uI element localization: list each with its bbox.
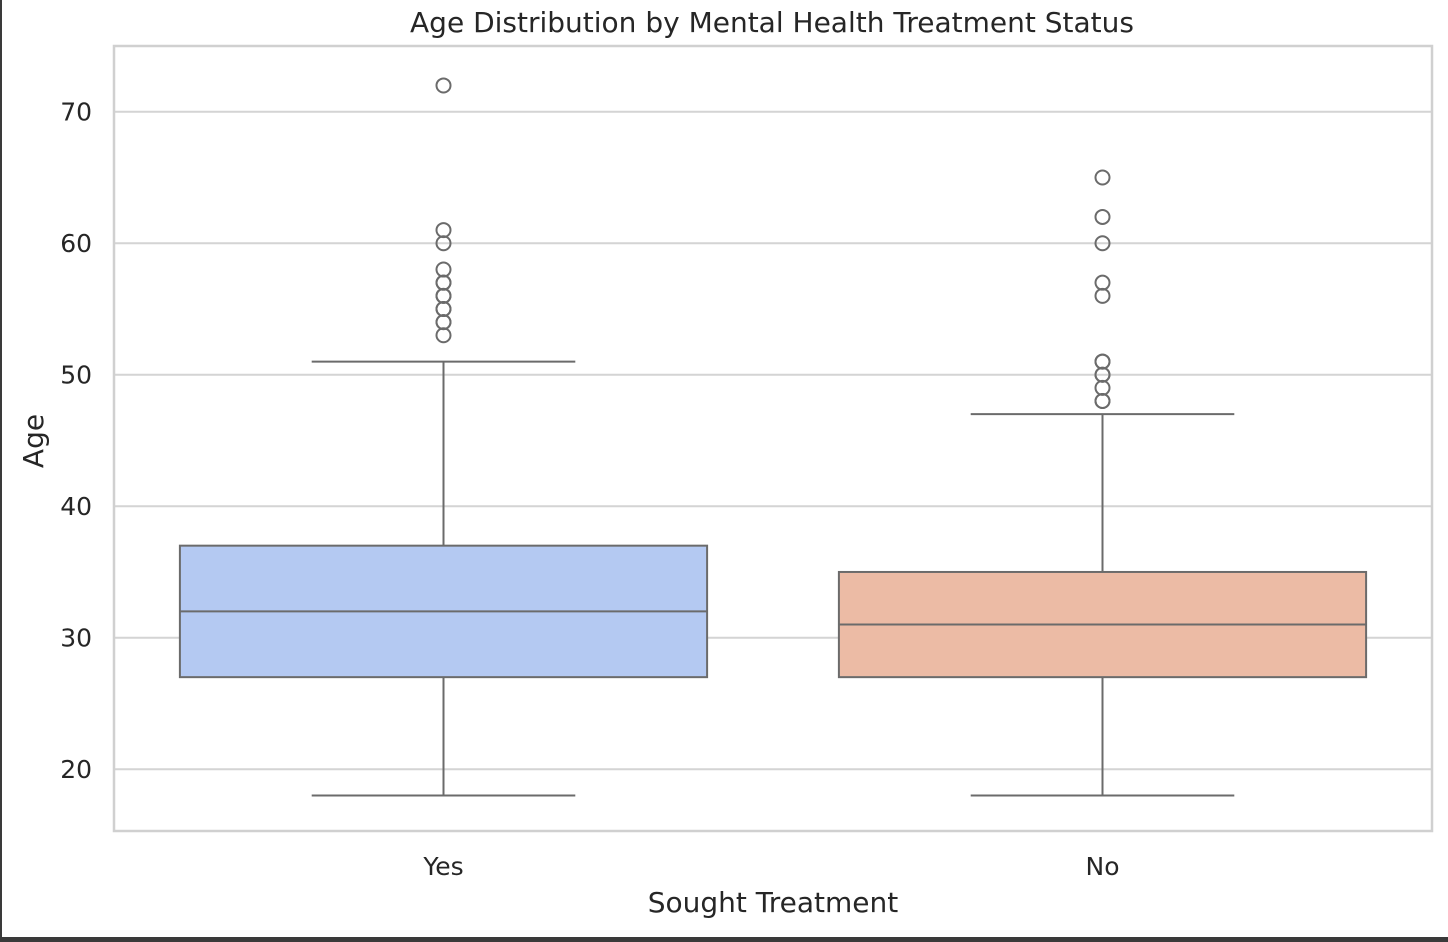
chart-title: Age Distribution by Mental Health Treatm…: [410, 6, 1134, 39]
boxes: [178, 77, 1368, 797]
outlier-yes-11: [435, 222, 452, 239]
y-tick-label-60: 60: [60, 229, 92, 258]
outlier-yes-9: [435, 261, 452, 278]
x-tick-labels: Yes No: [422, 852, 1119, 881]
outlier-no-6: [1094, 353, 1111, 370]
outlier-yes-12: [435, 77, 452, 94]
plot-border: [112, 44, 1434, 833]
box-no: [837, 169, 1368, 797]
y-tick-label-50: 50: [60, 361, 92, 390]
y-tick-label-40: 40: [60, 492, 92, 521]
y-tick-label-70: 70: [60, 98, 92, 127]
outlier-no-10: [1094, 208, 1111, 225]
y-tick-label-20: 20: [60, 755, 92, 784]
x-tick-label-yes: Yes: [422, 852, 463, 881]
y-tick-labels: 20 30 40 50 60 70: [60, 98, 92, 784]
outlier-no-11: [1094, 169, 1111, 186]
x-tick-label-no: No: [1086, 852, 1120, 881]
y-tick-label-30: 30: [60, 624, 92, 653]
outlier-no-9: [1094, 235, 1111, 252]
x-axis-label: Sought Treatment: [648, 886, 899, 919]
y-axis-label: Age: [17, 414, 50, 468]
plot-area: [114, 46, 1432, 831]
box-yes: [178, 77, 709, 797]
outlier-no-8: [1094, 274, 1111, 291]
